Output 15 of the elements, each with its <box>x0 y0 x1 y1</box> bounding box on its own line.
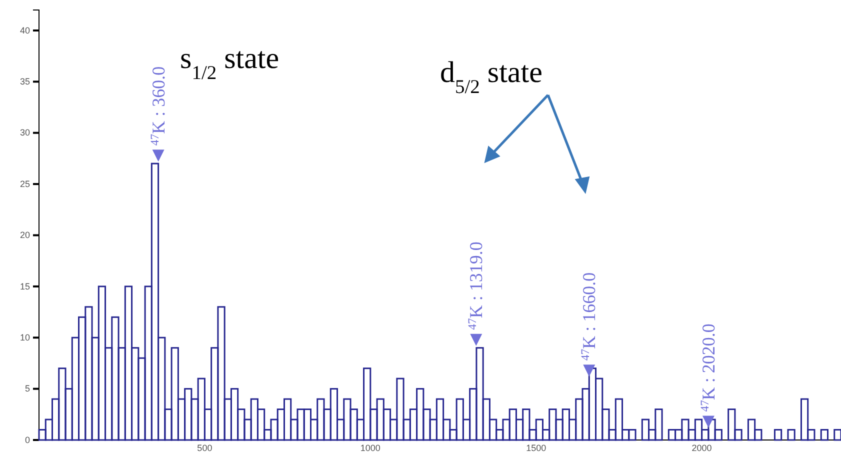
y-tick-label: 40 <box>20 25 30 36</box>
y-tick-label: 10 <box>20 332 30 342</box>
y-tick-label: 15 <box>20 281 30 292</box>
x-tick-label: 1000 <box>360 443 380 454</box>
y-tick-label: 30 <box>20 128 30 138</box>
x-tick-label: 500 <box>197 443 212 454</box>
annotation: s$_{1/2}$ state <box>180 42 280 84</box>
y-tick-label: 35 <box>20 76 30 87</box>
y-tick-label: 5 <box>24 384 30 394</box>
y-tick-label: 20 <box>20 230 30 240</box>
x-tick-label: 1500 <box>526 443 546 454</box>
y-tick-label: 25 <box>20 178 30 189</box>
y-tick-label: 0 <box>24 434 30 445</box>
x-tick-label: 2000 <box>692 443 712 454</box>
annotation: d$_{5/2}$ state <box>440 56 542 98</box>
